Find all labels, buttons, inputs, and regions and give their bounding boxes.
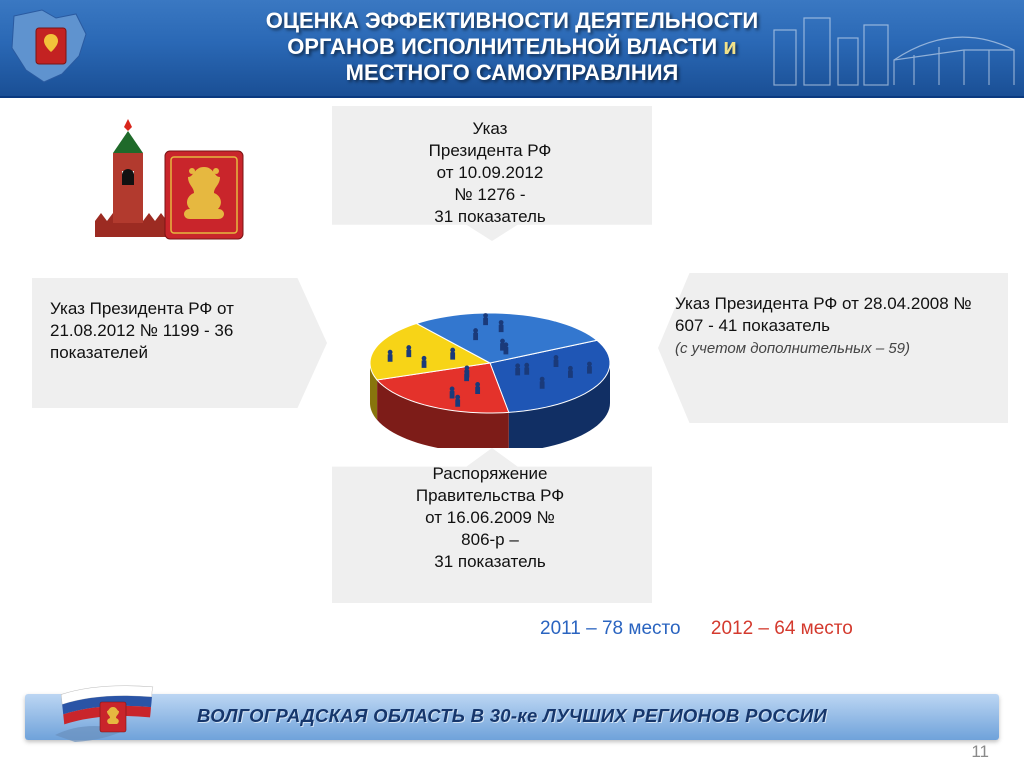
kremlin-emblem-icon <box>95 113 245 243</box>
decree-bottom-text: Распоряжение Правительства РФ от 16.06.2… <box>416 464 564 571</box>
rank-line: 2011 – 78 место 2012 – 64 место <box>540 618 878 640</box>
decree-bottom: Распоряжение Правительства РФ от 16.06.2… <box>355 463 625 573</box>
title-line3: МЕСТНОГО САМОУПРАВЛНИЯ <box>346 60 679 85</box>
pie-chart <box>350 293 630 448</box>
decree-top: Указ Президента РФ от 10.09.2012 № 1276 … <box>355 118 625 228</box>
header-bar: ОЦЕНКА ЭФФЕКТИВНОСТИ ДЕЯТЕЛЬНОСТИ ОРГАНО… <box>0 0 1024 98</box>
decree-right: Указ Президента РФ от 28.04.2008 № 607 -… <box>675 293 995 360</box>
decree-left-text: Указ Президента РФ от 21.08.2012 № 1199 … <box>50 299 234 362</box>
rank-2011: 2011 – 78 место <box>540 618 681 639</box>
footer-text: ВОЛГОГРАДСКАЯ ОБЛАСТЬ В 30-ке ЛУЧШИХ РЕГ… <box>0 705 1024 727</box>
decree-right-text: Указ Президента РФ от 28.04.2008 № 607 -… <box>675 294 972 335</box>
title-line2a: ОРГАНОВ ИСПОЛНИТЕЛЬНОЙ ВЛАСТИ <box>287 34 723 59</box>
decree-right-note: (с учетом дополнительных – 59) <box>675 340 910 357</box>
rank-2012: 2012 – 64 место <box>711 618 853 639</box>
footer: ВОЛГОГРАДСКАЯ ОБЛАСТЬ В 30-ке ЛУЧШИХ РЕГ… <box>0 686 1024 748</box>
title-amp: и <box>723 34 737 59</box>
decree-top-text: Указ Президента РФ от 10.09.2012 № 1276 … <box>429 119 552 226</box>
decree-left: Указ Президента РФ от 21.08.2012 № 1199 … <box>50 298 280 364</box>
page-number: 11 <box>971 742 989 762</box>
content-area: Указ Президента РФ от 10.09.2012 № 1276 … <box>0 98 1024 673</box>
title-line1: ОЦЕНКА ЭФФЕКТИВНОСТИ ДЕЯТЕЛЬНОСТИ <box>266 8 758 33</box>
page-title: ОЦЕНКА ЭФФЕКТИВНОСТИ ДЕЯТЕЛЬНОСТИ ОРГАНО… <box>0 8 1024 86</box>
